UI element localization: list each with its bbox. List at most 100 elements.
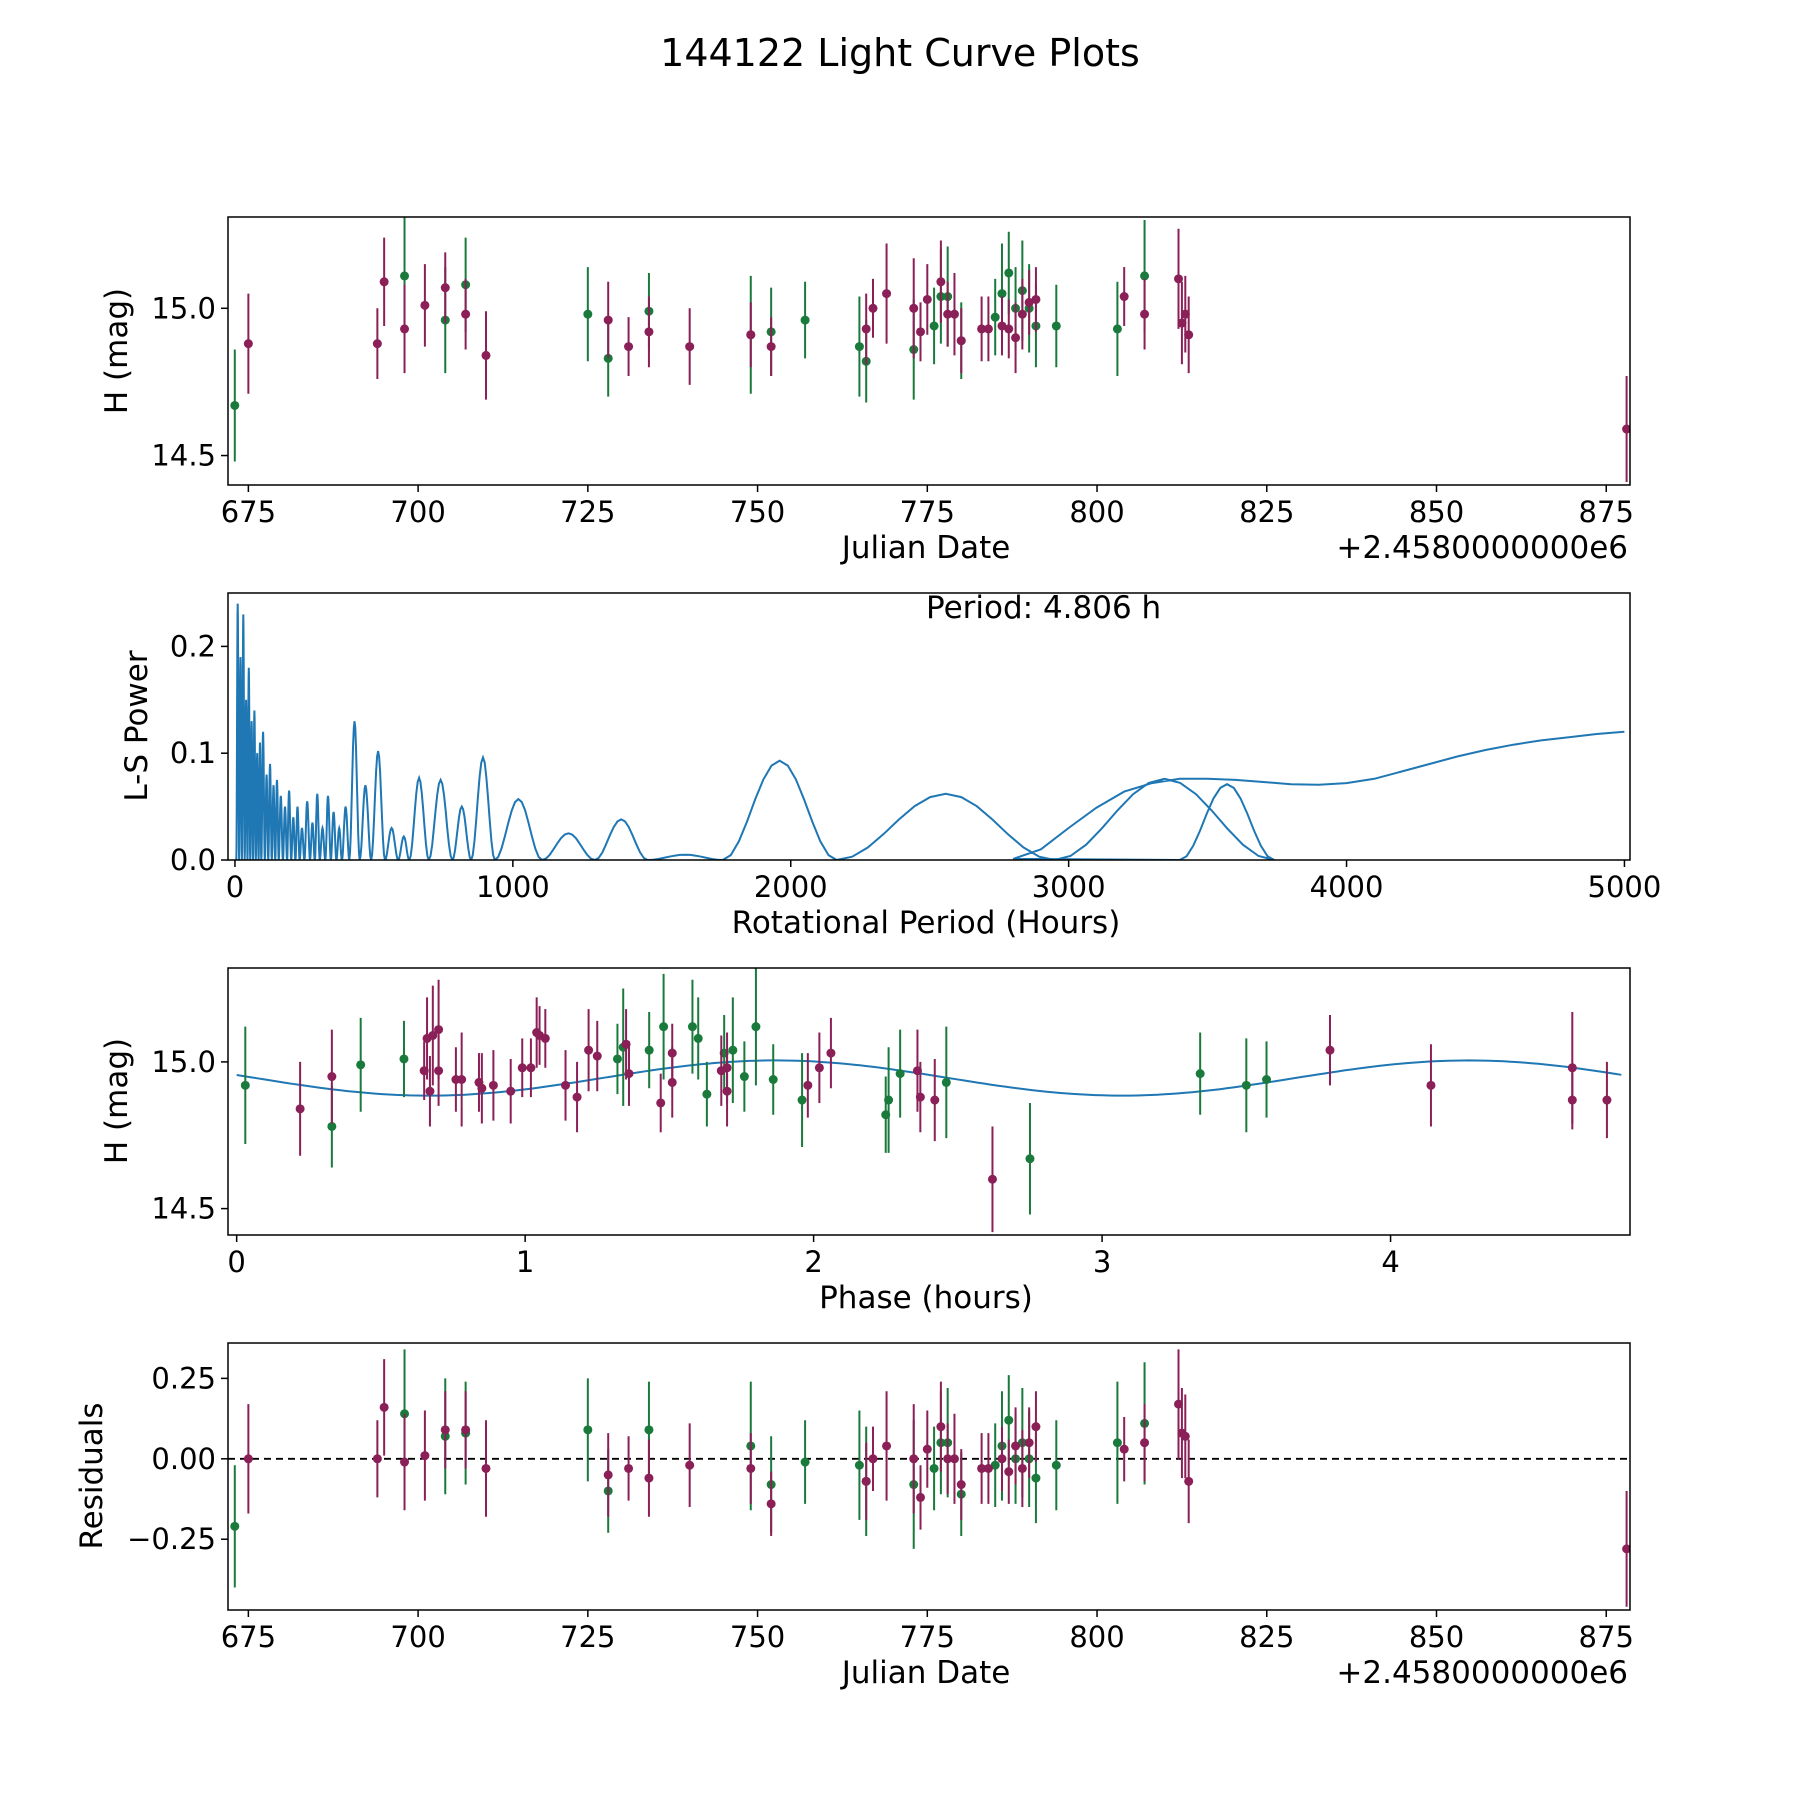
- lightcurve-point-band-b: [372, 339, 382, 349]
- lightcurve-point-band-b: [1622, 424, 1630, 434]
- lightcurve-xtick-label: 850: [1409, 495, 1464, 529]
- residuals-offset-label: +2.4580000000e6: [1336, 1655, 1628, 1691]
- lightcurve-point-band-b: [440, 283, 450, 293]
- phased-point-band-b: [987, 1174, 997, 1184]
- periodogram-xlabel: Rotational Period (Hours): [732, 905, 1121, 941]
- residuals-xtick-label: 850: [1409, 1620, 1464, 1654]
- residuals-point-band-b: [243, 1454, 253, 1464]
- lightcurve-point-band-a: [800, 315, 810, 325]
- residuals-point-band-a: [230, 1521, 240, 1531]
- lightcurve-point-band-b: [400, 324, 410, 334]
- periodogram-power-line: [235, 603, 1625, 860]
- periodogram-xtick-label: 3000: [1032, 870, 1106, 904]
- residuals-point-band-b: [440, 1425, 450, 1435]
- lightcurve-offset-label: +2.4580000000e6: [1336, 530, 1628, 566]
- residuals-point-band-b: [1031, 1422, 1041, 1432]
- residuals-point-band-b: [461, 1425, 471, 1435]
- residuals-xtick-label: 750: [730, 1620, 785, 1654]
- periodogram-annotation: Period: 4.806 h: [926, 590, 1161, 626]
- residuals-point-band-b: [379, 1402, 389, 1412]
- lightcurve-point-band-b: [936, 277, 946, 287]
- phased-xtick-label: 4: [1381, 1245, 1399, 1279]
- phased-point-band-a: [399, 1054, 409, 1064]
- phased-point-band-b: [517, 1063, 527, 1073]
- phased-point-band-b: [477, 1083, 487, 1093]
- lightcurve-point-band-a: [997, 289, 1007, 299]
- phased-point-band-b: [826, 1048, 836, 1058]
- lightcurve-point-band-b: [1011, 333, 1021, 343]
- phased-point-band-a: [659, 1022, 669, 1032]
- lightcurve-point-band-b: [379, 277, 389, 287]
- lightcurve-point-band-a: [1112, 324, 1122, 334]
- residuals-point-band-a: [990, 1460, 1000, 1470]
- phased-point-band-a: [1025, 1154, 1035, 1164]
- figure-title: 144122 Light Curve Plots: [660, 31, 1140, 75]
- phased-point-band-a: [751, 1022, 761, 1032]
- lightcurve-point-band-b: [1017, 309, 1027, 319]
- phased-point-band-a: [240, 1080, 250, 1090]
- lightcurve-point-band-b: [685, 342, 695, 352]
- periodogram-xtick-label: 0: [226, 870, 244, 904]
- residuals-point-band-b: [983, 1463, 993, 1473]
- residuals-xtick-label: 875: [1579, 1620, 1634, 1654]
- lightcurve-xtick-label: 675: [221, 495, 276, 529]
- lightcurve-point-band-a: [854, 342, 864, 352]
- periodogram-ytick-label: 0.0: [170, 843, 216, 877]
- lightcurve-point-band-b: [1119, 292, 1129, 302]
- periodogram-panel: 0 1000 2000 3000 4000 5000 0.0 0.1 0.2 Period: 4…: [119, 590, 1661, 941]
- lightcurve-xtick-label: 750: [730, 495, 785, 529]
- residuals-point-band-a: [583, 1425, 593, 1435]
- residuals-point-band-b: [949, 1454, 959, 1464]
- lightcurve-ytick-label: 14.5: [151, 439, 216, 473]
- lightcurve-xtick-label: 825: [1239, 495, 1294, 529]
- residuals-xtick-label: 725: [560, 1620, 615, 1654]
- residuals-point-band-b: [1004, 1467, 1014, 1477]
- phased-xtick-label: 0: [227, 1245, 245, 1279]
- residuals-point-band-b: [624, 1463, 634, 1473]
- phased-ytick-label: 14.5: [151, 1192, 216, 1226]
- lightcurve-point-band-b: [766, 342, 776, 352]
- phased-point-band-a: [327, 1121, 337, 1131]
- residuals-xtick-label: 800: [1069, 1620, 1124, 1654]
- residuals-ytick-label: 0.00: [151, 1442, 216, 1476]
- phased-point-band-a: [768, 1074, 778, 1084]
- lightcurve-point-band-b: [1174, 274, 1184, 284]
- phased-point-band-b: [457, 1074, 467, 1084]
- phased-model-curve: [236, 1059, 1622, 1097]
- residuals-xtick-label: 700: [390, 1620, 445, 1654]
- lightcurve-ylabel: H (mag): [99, 288, 135, 414]
- phased-point-band-b: [803, 1080, 813, 1090]
- phased-point-band-a: [356, 1060, 366, 1070]
- lightcurve-point-band-b: [949, 309, 959, 319]
- phased-ylabel: H (mag): [99, 1038, 135, 1164]
- lightcurve-point-band-a: [1051, 321, 1061, 331]
- phased-xlabel: Phase (hours): [819, 1280, 1033, 1316]
- residuals-point-band-b: [1024, 1438, 1034, 1448]
- phased-point-band-a: [693, 1033, 703, 1043]
- phased-point-band-b: [1426, 1080, 1436, 1090]
- lightcurve-point-band-b: [868, 303, 878, 313]
- residuals-xtick-label: 675: [221, 1620, 276, 1654]
- lightcurve-point-band-a: [990, 312, 1000, 322]
- residuals-point-band-b: [1174, 1399, 1184, 1409]
- lightcurve-point-band-b: [644, 327, 654, 337]
- lightcurve-xtick-label: 775: [900, 495, 955, 529]
- residuals-ylabel: Residuals: [74, 1402, 110, 1549]
- lightcurve-point-band-b: [461, 309, 471, 319]
- lightcurve-xtick-label: 800: [1069, 495, 1124, 529]
- lightcurve-point-band-b: [882, 289, 892, 299]
- residuals-point-band-b: [1017, 1463, 1027, 1473]
- residuals-xtick-label: 825: [1239, 1620, 1294, 1654]
- phased-point-band-a: [884, 1095, 894, 1105]
- lightcurve-point-band-b: [909, 303, 919, 313]
- phased-point-band-b: [295, 1104, 305, 1114]
- phased-point-band-b: [1567, 1095, 1577, 1105]
- phased-point-band-a: [1241, 1080, 1251, 1090]
- phased-point-band-b: [1602, 1095, 1612, 1105]
- periodogram-ytick-label: 0.2: [170, 629, 216, 663]
- residuals-point-band-a: [644, 1425, 654, 1435]
- lightcurve-point-band-b: [977, 324, 987, 334]
- residuals-point-band-b: [481, 1463, 491, 1473]
- lightcurve-point-band-b: [922, 294, 932, 304]
- phased-point-band-b: [656, 1098, 666, 1108]
